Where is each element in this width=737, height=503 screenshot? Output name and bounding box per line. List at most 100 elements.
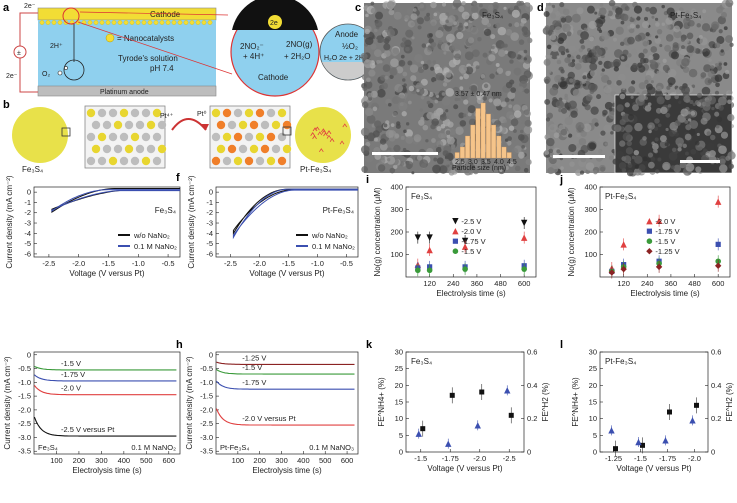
tem-grain xyxy=(662,161,671,171)
tem-grain xyxy=(638,65,646,73)
tem-grain xyxy=(698,111,703,117)
lattice-atom xyxy=(102,120,112,130)
tem-grain xyxy=(489,73,495,79)
tem-grain xyxy=(653,146,657,150)
y-axis-label: No(g) concentration (μM) xyxy=(567,187,576,276)
tem-grain xyxy=(421,43,427,48)
data-point xyxy=(445,440,452,447)
tem-grain xyxy=(497,26,507,36)
tem-grain xyxy=(596,94,602,100)
tem-grain xyxy=(381,38,385,43)
tem-grain xyxy=(400,135,405,140)
tem-grain xyxy=(506,111,514,119)
y-tick-label: 200 xyxy=(584,228,597,237)
data-point xyxy=(635,438,642,446)
x-tick-label: -1.75 xyxy=(442,454,459,463)
tem-grain xyxy=(596,27,602,32)
tem-grain xyxy=(379,142,388,151)
tem-grain xyxy=(523,57,528,61)
nanocatalyst-dot xyxy=(207,20,213,25)
lattice-atom xyxy=(91,144,101,154)
tem-grain xyxy=(492,162,502,171)
solution xyxy=(38,20,216,86)
tem-grain xyxy=(549,87,559,96)
tem-grain xyxy=(631,80,636,85)
tem-grain xyxy=(499,168,503,172)
x-tick-label: -0.5 xyxy=(162,259,175,268)
tem-grain xyxy=(454,53,461,61)
tem-grain xyxy=(410,75,417,82)
lattice-atom xyxy=(238,120,248,130)
tem-grain xyxy=(463,99,469,105)
zoom-box-right xyxy=(282,126,292,136)
tem-grain xyxy=(581,79,586,85)
electron-top: 2e⁻ xyxy=(24,3,36,10)
tem-grain xyxy=(643,16,649,21)
tem-grain xyxy=(574,63,582,70)
tem-grain xyxy=(710,65,715,70)
tem-grain xyxy=(545,54,550,59)
tem-grain xyxy=(413,134,422,143)
tem-grain xyxy=(551,44,559,52)
panel-label: j xyxy=(559,174,563,186)
tem-grain xyxy=(458,112,465,119)
tem-grain xyxy=(634,164,640,170)
tem-grain xyxy=(650,156,656,162)
lattice-atom xyxy=(282,120,292,130)
tem-grain xyxy=(467,112,472,117)
tem-grain xyxy=(699,16,704,21)
tem-grain xyxy=(467,37,475,44)
fe-nh4-point xyxy=(613,446,618,452)
tem-grain xyxy=(662,64,670,72)
tem-grain xyxy=(627,53,632,58)
tem-grain xyxy=(630,95,634,99)
chart-l: l -1.25 -1.5 -1.75 -2.0 0 5 10 15 20 25 30 0 0.2 0.4 0.… xyxy=(560,339,734,473)
tem-grain xyxy=(646,92,651,98)
tem-grain xyxy=(508,23,513,27)
pt-site-mark xyxy=(312,127,318,132)
tem-grain xyxy=(491,45,495,50)
nanocatalyst-dot xyxy=(135,20,141,25)
tem-grain xyxy=(618,73,626,82)
tem-grain xyxy=(668,151,678,161)
y-axis-label-right: FE^H2 (%) xyxy=(725,382,734,421)
tem-grain xyxy=(582,123,592,133)
tem-grain xyxy=(715,124,720,129)
tem-grain xyxy=(503,6,507,10)
tem-grain xyxy=(570,110,578,118)
tem-grain xyxy=(620,55,625,60)
tem-grain xyxy=(389,67,398,76)
tem-grain xyxy=(665,34,674,42)
lattice-atom xyxy=(157,120,167,130)
tem-grain xyxy=(625,147,634,155)
anode-reaction-1: ½O₂ xyxy=(342,42,358,51)
tem-grain xyxy=(434,99,439,104)
lattice-atom xyxy=(222,156,232,166)
lattice-atom xyxy=(146,120,156,130)
tem-grain xyxy=(436,94,440,98)
tem-grain xyxy=(601,31,610,40)
tem-grain xyxy=(401,111,407,117)
lattice-atom xyxy=(244,132,254,142)
data-point xyxy=(655,263,663,271)
tem-grain xyxy=(510,87,517,93)
tem-grain xyxy=(594,122,599,127)
tem-grain xyxy=(443,158,450,166)
tem-grain xyxy=(408,105,416,112)
tem-grain xyxy=(366,77,371,83)
tem-grain xyxy=(442,82,448,87)
tem-grain xyxy=(363,134,368,140)
tem-grain xyxy=(728,163,735,170)
y-tick-label: -2.0 xyxy=(200,405,213,414)
tem-grain xyxy=(554,26,562,34)
legend-label: w/o NaNo₂ xyxy=(133,231,170,240)
y-tick-label: 15 xyxy=(589,398,597,407)
tem-grain xyxy=(458,6,465,13)
tem-grain xyxy=(459,86,464,91)
nanocatalyst-dot xyxy=(57,20,63,25)
lattice-atom xyxy=(119,132,129,142)
tem-grain xyxy=(719,164,728,173)
y-tick-label: -1.0 xyxy=(18,378,31,387)
data-point xyxy=(646,228,652,234)
tem-grain xyxy=(493,98,502,107)
